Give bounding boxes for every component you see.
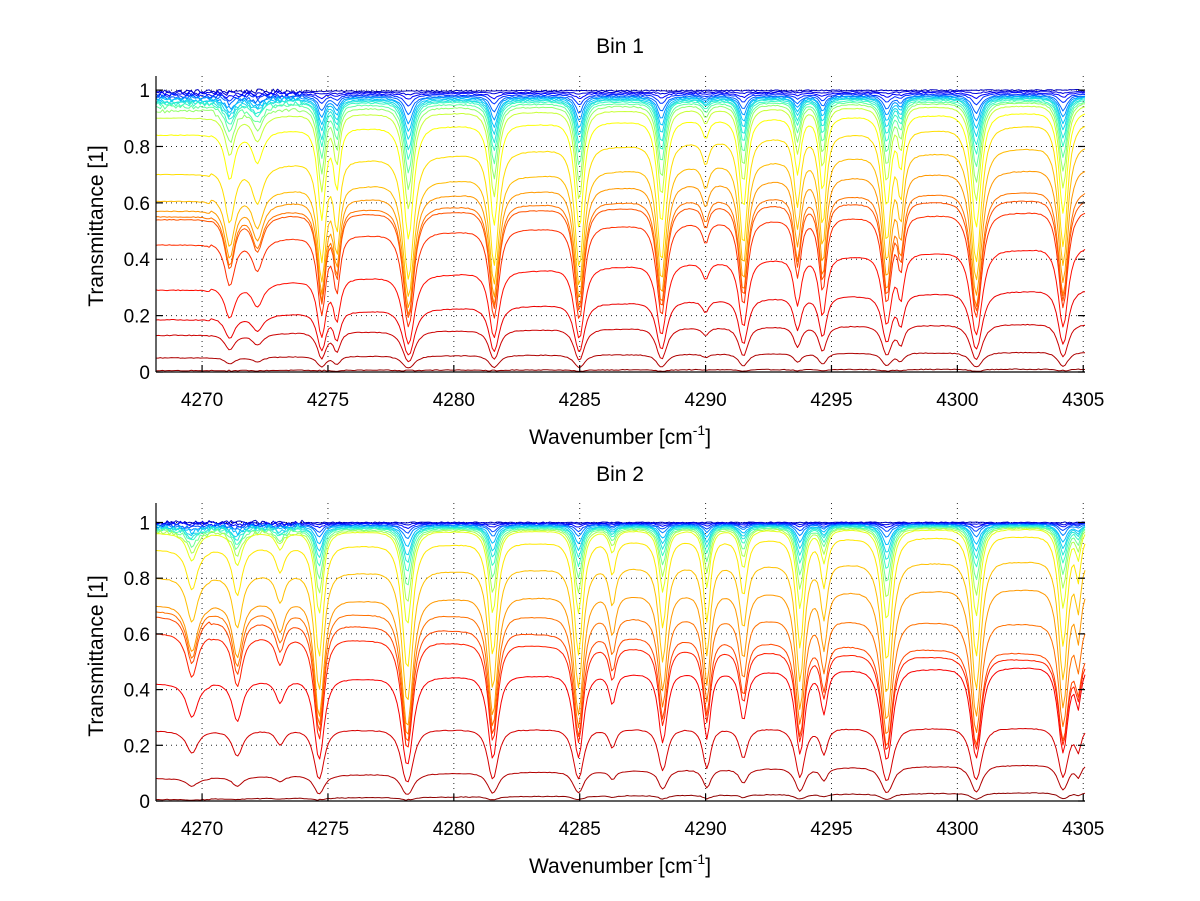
x-tick-label: 4270 (181, 819, 223, 840)
y-tick-label: 0.2 (124, 736, 150, 757)
spectrum-series-20 (155, 212, 1086, 328)
y-tick-label: 0.6 (124, 625, 150, 646)
x-axis-label: Wavenumber [cm-1] (529, 851, 711, 878)
spectrum-series-9 (155, 97, 1086, 151)
spectrum-series-23 (155, 323, 1086, 363)
spectrum-series-14 (155, 561, 1086, 700)
spectrum-series-14 (155, 113, 1086, 240)
panel-title: Bin 2 (596, 463, 644, 486)
y-tick-label: 0 (139, 363, 150, 384)
spectrum-series-16 (155, 611, 1086, 735)
x-tick-label: 4290 (684, 390, 726, 411)
spectrum-series-13 (155, 536, 1086, 667)
y-tick-label: 0.4 (124, 681, 151, 702)
spectrum-series-10 (155, 99, 1085, 160)
panel-title: Bin 1 (596, 35, 644, 58)
spectrum-series-18 (156, 633, 1086, 750)
x-tick-label: 4285 (559, 390, 601, 411)
spectrum-series-24 (156, 351, 1086, 369)
axes (155, 76, 1085, 373)
spectrum-series-3 (155, 91, 1086, 100)
x-tick-label: 4305 (1062, 390, 1104, 411)
y-axis-label: Transmittance [1] (85, 145, 108, 306)
x-axis-label: Wavenumber [cm-1] (529, 422, 711, 449)
spectrum-series-1 (155, 88, 1086, 94)
spectrum-series-15 (155, 125, 1086, 280)
spectrum-series-18 (155, 192, 1086, 315)
panel-bin-2: Bin 2 4270 4275 4280 4285 4290 4295 4300 4305 0… (85, 463, 1104, 878)
spectrum-series-15 (155, 589, 1086, 726)
y-tick-label: 0.8 (124, 137, 150, 158)
y-axis-label: Transmittance [1] (85, 575, 108, 736)
spectrum-series-12 (155, 528, 1086, 624)
x-tick-label: 4280 (433, 390, 475, 411)
x-tick-label: 4285 (559, 819, 601, 840)
x-tick-label: 4295 (810, 819, 852, 840)
y-tick-label: 0.4 (124, 250, 151, 271)
x-tick-label: 4290 (684, 819, 726, 840)
x-tick-label: 4300 (936, 819, 978, 840)
spectrum-series-20 (155, 728, 1086, 783)
x-tick-label: 4270 (181, 390, 223, 411)
spectrum-series-25 (155, 368, 1086, 372)
y-tick-label: 0.2 (124, 307, 150, 328)
y-tick-label: 0 (139, 792, 150, 813)
y-tick-labels: 0 0.2 0.4 0.6 0.8 1 (124, 81, 151, 384)
x-tick-label: 4275 (307, 390, 349, 411)
spectrum-series-9 (155, 525, 1086, 572)
spectrum-series-11 (155, 100, 1086, 174)
y-tick-labels: 0 0.2 0.4 0.6 0.8 1 (124, 513, 151, 813)
spectrum-series-11 (155, 527, 1086, 602)
x-tick-label: 4275 (307, 819, 349, 840)
spectrum-series-4 (155, 92, 1086, 107)
spectrum-series-17 (156, 616, 1086, 746)
x-tick-label: 4280 (433, 819, 475, 840)
spectrum-series-21 (155, 764, 1086, 795)
y-tick-label: 0.6 (124, 194, 150, 215)
axes (155, 503, 1085, 802)
y-tick-label: 0.8 (124, 569, 150, 590)
spectrum-series-22 (155, 291, 1086, 356)
x-tick-label: 4295 (810, 390, 852, 411)
spectrum-series-12 (155, 102, 1085, 190)
spectrum-series-17 (155, 170, 1086, 308)
spectrum-series-10 (155, 526, 1086, 586)
y-tick-label: 1 (139, 81, 150, 102)
x-tick-label: 4305 (1062, 819, 1104, 840)
x-tick-label: 4300 (936, 390, 978, 411)
spectrum-series-22 (155, 792, 1086, 801)
y-tick-label: 1 (139, 513, 150, 534)
x-tick-labels: 4270 4275 4280 4285 4290 4295 4300 4305 (181, 819, 1104, 840)
spectrum-series-21 (155, 248, 1086, 345)
spectra-curves (155, 88, 1086, 372)
grid-lines (156, 76, 1085, 373)
spectra-curves (155, 519, 1086, 801)
x-tick-labels: 4270 4275 4280 4285 4290 4295 4300 4305 (181, 390, 1104, 411)
spectrum-series-16 (155, 148, 1086, 297)
spectrum-series-19 (155, 667, 1086, 765)
spectrum-series-5 (155, 523, 1086, 539)
spectrum-series-3 (155, 521, 1086, 529)
spectrum-series-7 (155, 524, 1086, 556)
spectrum-series-6 (155, 95, 1086, 125)
panel-bin-1: Bin 1 4270 4275 4280 4285 4290 4295 4300 4305 0… (85, 35, 1104, 449)
spectrum-series-19 (155, 200, 1086, 318)
spectrum-series-13 (155, 105, 1086, 210)
